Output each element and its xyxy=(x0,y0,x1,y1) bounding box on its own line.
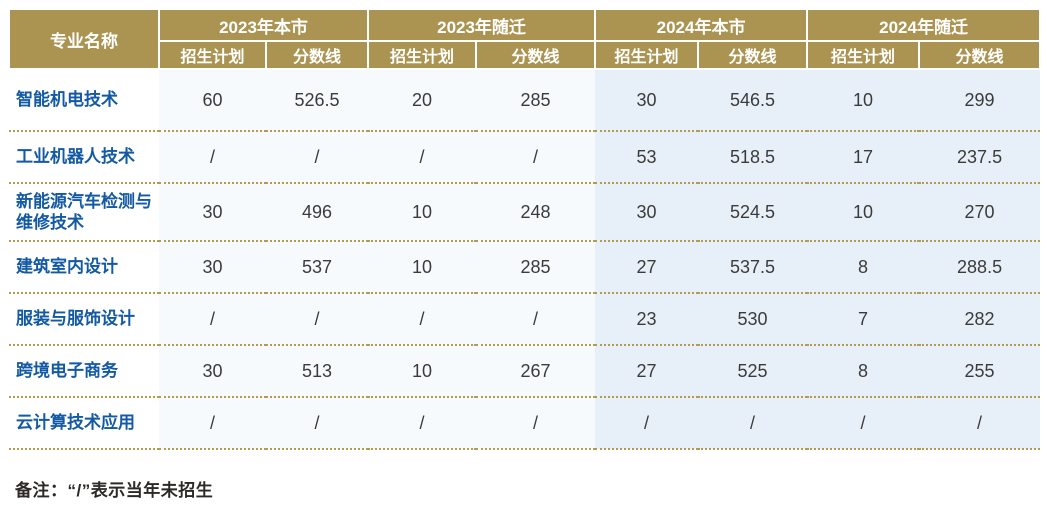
data-cell: / xyxy=(476,293,596,346)
data-cell: 17 xyxy=(807,131,920,184)
subheader-scoreline-2023-migrant: 分数线 xyxy=(475,40,597,70)
data-cell: 513 xyxy=(266,345,369,398)
data-cell: 23 xyxy=(595,293,699,346)
data-cell: / xyxy=(159,293,266,346)
data-cell: / xyxy=(159,397,266,450)
data-cell: / xyxy=(266,293,369,346)
data-cell: 530 xyxy=(698,293,808,346)
table-row: 智能机电技术 60 526.5 20 285 30 546.5 10 299 xyxy=(9,69,1041,132)
data-cell: 30 xyxy=(159,345,266,398)
data-cell: 285 xyxy=(476,69,596,132)
table-row: 新能源汽车检测与维修技术 30 496 10 248 30 524.5 10 2… xyxy=(9,183,1041,242)
data-cell: 288.5 xyxy=(919,241,1041,294)
data-cell: 267 xyxy=(476,345,596,398)
subheader-scoreline-2023-local: 分数线 xyxy=(264,40,370,70)
data-cell: 537 xyxy=(266,241,369,294)
data-cell: 30 xyxy=(595,183,699,242)
data-cell: / xyxy=(159,131,266,184)
table-row: 服装与服饰设计 / / / / 23 530 7 282 xyxy=(9,293,1041,346)
data-cell: 237.5 xyxy=(919,131,1041,184)
data-cell: / xyxy=(476,397,596,450)
table-row: 云计算技术应用 / / / / / / / / xyxy=(9,397,1041,450)
data-cell: 299 xyxy=(919,69,1041,132)
data-cell: / xyxy=(368,397,477,450)
data-cell: 270 xyxy=(919,183,1041,242)
data-cell: 525 xyxy=(698,345,808,398)
subheader-scoreline-2024-migrant: 分数线 xyxy=(918,40,1042,70)
data-cell: 255 xyxy=(919,345,1041,398)
data-cell: 546.5 xyxy=(698,69,808,132)
data-cell: 10 xyxy=(807,69,920,132)
major-name-cell: 智能机电技术 xyxy=(9,69,159,132)
table-row: 跨境电子商务 30 513 10 267 27 525 8 255 xyxy=(9,345,1041,398)
data-cell: 27 xyxy=(595,241,699,294)
table-row: 建筑室内设计 30 537 10 285 27 537.5 8 288.5 xyxy=(9,241,1041,294)
data-cell: 7 xyxy=(807,293,920,346)
major-name-cell: 云计算技术应用 xyxy=(9,397,159,450)
data-cell: 10 xyxy=(368,183,477,242)
column-group-2024-local: 2024年本市 xyxy=(594,8,809,42)
major-name-cell: 新能源汽车检测与维修技术 xyxy=(9,183,159,242)
subheader-plan-2024-local: 招生计划 xyxy=(594,40,700,70)
column-group-2024-migrant: 2024年随迁 xyxy=(806,8,1042,42)
data-cell: 60 xyxy=(159,69,266,132)
data-cell: 8 xyxy=(807,345,920,398)
data-cell: / xyxy=(266,131,369,184)
column-group-2023-local: 2023年本市 xyxy=(157,8,370,42)
data-cell: 524.5 xyxy=(698,183,808,242)
data-cell: / xyxy=(368,131,477,184)
data-cell: / xyxy=(698,397,808,450)
data-cell: / xyxy=(919,397,1041,450)
data-cell: 30 xyxy=(595,69,699,132)
column-group-2023-migrant: 2023年随迁 xyxy=(367,8,597,42)
data-cell: / xyxy=(266,397,369,450)
data-cell: 285 xyxy=(476,241,596,294)
data-cell: 10 xyxy=(368,345,477,398)
data-cell: 8 xyxy=(807,241,920,294)
subheader-plan-2024-migrant: 招生计划 xyxy=(806,40,921,70)
data-cell: / xyxy=(595,397,699,450)
data-cell: / xyxy=(807,397,920,450)
data-cell: 53 xyxy=(595,131,699,184)
data-cell: 248 xyxy=(476,183,596,242)
data-cell: 10 xyxy=(807,183,920,242)
data-cell: 10 xyxy=(368,241,477,294)
data-cell: 30 xyxy=(159,241,266,294)
column-header-major-name: 专业名称 xyxy=(8,8,160,70)
data-cell: 537.5 xyxy=(698,241,808,294)
data-cell: 30 xyxy=(159,183,266,242)
major-name-cell: 跨境电子商务 xyxy=(9,345,159,398)
data-cell: 518.5 xyxy=(698,131,808,184)
data-cell: 20 xyxy=(368,69,477,132)
subheader-scoreline-2024-local: 分数线 xyxy=(697,40,809,70)
admission-scores-table: 专业名称 2023年本市 2023年随迁 2024年本市 2024年随迁 招生计… xyxy=(8,8,1042,450)
data-cell: 496 xyxy=(266,183,369,242)
major-name-cell: 建筑室内设计 xyxy=(9,241,159,294)
table-row: 工业机器人技术 / / / / 53 518.5 17 237.5 xyxy=(9,131,1041,184)
footnote: 备注：“/”表示当年未招生 xyxy=(15,481,214,500)
data-cell: 282 xyxy=(919,293,1041,346)
data-cell: 27 xyxy=(595,345,699,398)
major-name-cell: 服装与服饰设计 xyxy=(9,293,159,346)
major-name-cell: 工业机器人技术 xyxy=(9,131,159,184)
data-cell: / xyxy=(476,131,596,184)
subheader-plan-2023-migrant: 招生计划 xyxy=(367,40,478,70)
subheader-plan-2023-local: 招生计划 xyxy=(158,40,267,70)
data-cell: / xyxy=(368,293,477,346)
data-cell: 526.5 xyxy=(266,69,369,132)
